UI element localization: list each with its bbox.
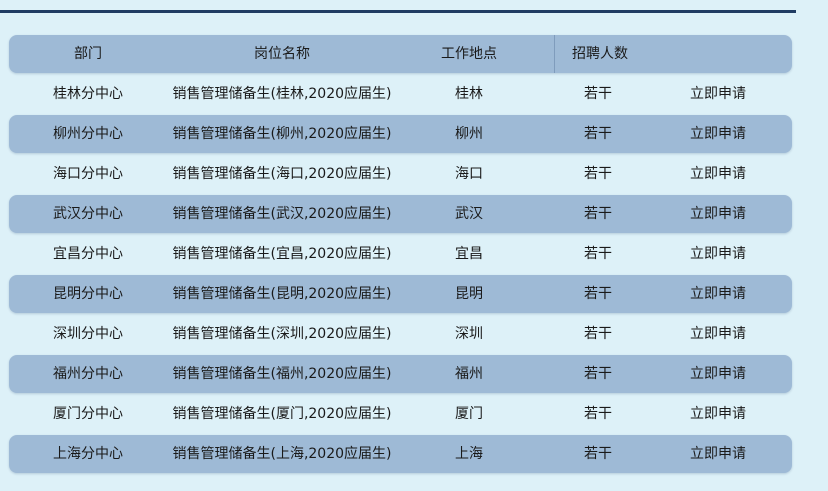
- location-cell: 厦门: [455, 406, 483, 422]
- count-cell: 若干: [584, 246, 612, 262]
- location-cell: 海口: [455, 166, 483, 182]
- table-row: 上海分中心 销售管理储备生(上海,2020应届生) 上海 若干 立即申请: [9, 435, 792, 473]
- apply-link[interactable]: 立即申请: [690, 286, 746, 302]
- header-divider: [554, 35, 555, 73]
- count-cell: 若干: [584, 126, 612, 142]
- count-cell: 若干: [584, 446, 612, 462]
- location-cell: 武汉: [455, 206, 483, 222]
- location-cell: 昆明: [455, 286, 483, 302]
- job-table: 部门 岗位名称 工作地点 招聘人数 桂林分中心 销售管理储备生(桂林,2020应届…: [9, 35, 792, 475]
- position-cell: 销售管理储备生(深圳,2020应届生): [172, 326, 392, 342]
- header-location: 工作地点: [441, 46, 497, 62]
- dept-cell: 福州分中心: [53, 366, 123, 382]
- count-cell: 若干: [584, 206, 612, 222]
- header-dept: 部门: [74, 46, 102, 62]
- location-cell: 深圳: [455, 326, 483, 342]
- table-row: 柳州分中心 销售管理储备生(柳州,2020应届生) 柳州 若干 立即申请: [9, 115, 792, 153]
- apply-link[interactable]: 立即申请: [690, 246, 746, 262]
- header-position: 岗位名称: [254, 46, 310, 62]
- position-cell: 销售管理储备生(福州,2020应届生): [172, 366, 392, 382]
- position-cell: 销售管理储备生(武汉,2020应届生): [172, 206, 392, 222]
- dept-cell: 海口分中心: [53, 166, 123, 182]
- dept-cell: 武汉分中心: [53, 206, 123, 222]
- location-cell: 上海: [455, 446, 483, 462]
- position-cell: 销售管理储备生(桂林,2020应届生): [172, 86, 392, 102]
- top-divider: [0, 10, 796, 13]
- count-cell: 若干: [584, 366, 612, 382]
- count-cell: 若干: [584, 286, 612, 302]
- table-row: 武汉分中心 销售管理储备生(武汉,2020应届生) 武汉 若干 立即申请: [9, 195, 792, 233]
- location-cell: 桂林: [455, 86, 483, 102]
- table-row: 厦门分中心 销售管理储备生(厦门,2020应届生) 厦门 若干 立即申请: [9, 395, 792, 433]
- dept-cell: 上海分中心: [53, 446, 123, 462]
- apply-link[interactable]: 立即申请: [690, 366, 746, 382]
- dept-cell: 柳州分中心: [53, 126, 123, 142]
- table-row: 宜昌分中心 销售管理储备生(宜昌,2020应届生) 宜昌 若干 立即申请: [9, 235, 792, 273]
- position-cell: 销售管理储备生(宜昌,2020应届生): [172, 246, 392, 262]
- location-cell: 宜昌: [455, 246, 483, 262]
- dept-cell: 宜昌分中心: [53, 246, 123, 262]
- dept-cell: 深圳分中心: [53, 326, 123, 342]
- count-cell: 若干: [584, 326, 612, 342]
- apply-link[interactable]: 立即申请: [690, 206, 746, 222]
- count-cell: 若干: [584, 86, 612, 102]
- position-cell: 销售管理储备生(厦门,2020应届生): [172, 406, 392, 422]
- header-count: 招聘人数: [572, 46, 628, 62]
- apply-link[interactable]: 立即申请: [690, 326, 746, 342]
- apply-link[interactable]: 立即申请: [690, 406, 746, 422]
- table-row: 深圳分中心 销售管理储备生(深圳,2020应届生) 深圳 若干 立即申请: [9, 315, 792, 353]
- count-cell: 若干: [584, 166, 612, 182]
- table-row: 昆明分中心 销售管理储备生(昆明,2020应届生) 昆明 若干 立即申请: [9, 275, 792, 313]
- dept-cell: 厦门分中心: [53, 406, 123, 422]
- dept-cell: 昆明分中心: [53, 286, 123, 302]
- position-cell: 销售管理储备生(海口,2020应届生): [172, 166, 392, 182]
- table-row: 海口分中心 销售管理储备生(海口,2020应届生) 海口 若干 立即申请: [9, 155, 792, 193]
- table-header: 部门 岗位名称 工作地点 招聘人数: [9, 35, 792, 73]
- position-cell: 销售管理储备生(上海,2020应届生): [172, 446, 392, 462]
- location-cell: 柳州: [455, 126, 483, 142]
- position-cell: 销售管理储备生(昆明,2020应届生): [172, 286, 392, 302]
- count-cell: 若干: [584, 406, 612, 422]
- table-row: 福州分中心 销售管理储备生(福州,2020应届生) 福州 若干 立即申请: [9, 355, 792, 393]
- location-cell: 福州: [455, 366, 483, 382]
- apply-link[interactable]: 立即申请: [690, 446, 746, 462]
- position-cell: 销售管理储备生(柳州,2020应届生): [172, 126, 392, 142]
- dept-cell: 桂林分中心: [53, 86, 123, 102]
- apply-link[interactable]: 立即申请: [690, 86, 746, 102]
- apply-link[interactable]: 立即申请: [690, 126, 746, 142]
- table-row: 桂林分中心 销售管理储备生(桂林,2020应届生) 桂林 若干 立即申请: [9, 75, 792, 113]
- apply-link[interactable]: 立即申请: [690, 166, 746, 182]
